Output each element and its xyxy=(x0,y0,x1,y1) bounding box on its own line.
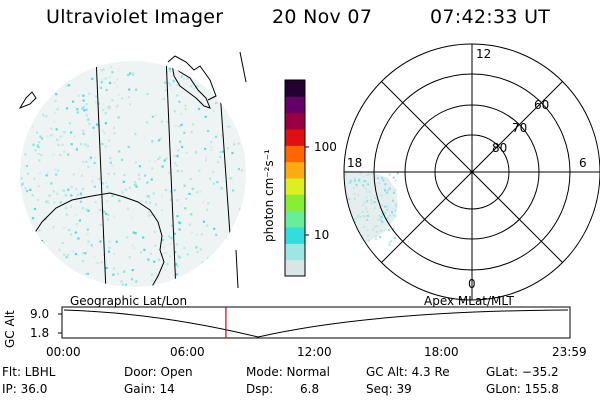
mlat-label-60: 60 xyxy=(534,98,550,112)
mlt-label-12: 12 xyxy=(476,47,492,61)
colorbar-band xyxy=(285,129,305,146)
timeline-frame xyxy=(61,306,571,339)
timeline-xtick-2359: 23:59 xyxy=(552,345,587,359)
geographic-caption: Geographic Lat/Lon xyxy=(70,294,188,308)
colorbar-band xyxy=(285,194,305,212)
mode-info: Mode: Normal xyxy=(246,365,330,379)
timeline-ytick-9: 9.0 xyxy=(30,307,50,321)
colorbar-band xyxy=(285,112,305,130)
colorbar-band xyxy=(285,210,305,228)
timeline-ticks xyxy=(58,313,62,334)
glat-info: GLat: −35.2 xyxy=(486,365,559,379)
dsp-label: Dsp: xyxy=(246,382,274,396)
colorbar-band xyxy=(285,259,305,277)
timeline-xtick-0600: 06:00 xyxy=(170,345,205,359)
observation-date: 20 Nov 07 xyxy=(272,6,373,28)
timeline-xtick-0000: 00:00 xyxy=(46,345,81,359)
mlt-label-6: 6 xyxy=(579,156,587,170)
colorbar-band xyxy=(285,227,305,244)
gc-alt-info: GC Alt: 4.3 Re xyxy=(366,365,450,379)
seq-info: Seq: 39 xyxy=(366,382,412,396)
colorbar-band xyxy=(285,96,305,114)
offdisk-coastlines xyxy=(18,51,247,289)
colorbar-band xyxy=(285,145,305,163)
polar-grid xyxy=(343,43,600,301)
timeline-ytick-1-8: 1.8 xyxy=(30,326,50,340)
dsp-value: 6.8 xyxy=(300,382,320,396)
colorbar-band xyxy=(285,243,305,261)
altitude-curve xyxy=(63,309,569,338)
geographic-image-disk xyxy=(20,61,246,287)
mlt-label-0: 0 xyxy=(468,277,476,291)
auroral-emission-pixels xyxy=(20,65,243,286)
door-info: Door: Open xyxy=(124,365,193,379)
colorbar-band xyxy=(285,80,305,97)
ip-info: IP: 36.0 xyxy=(2,382,48,396)
instrument-title: Ultraviolet Imager xyxy=(46,6,224,28)
mlat-label-80: 80 xyxy=(492,141,508,155)
colorbar-tick-100: 100 xyxy=(314,140,337,154)
mlt-label-18: 18 xyxy=(347,156,363,170)
colorbar-band xyxy=(285,161,305,179)
observation-time: 07:42:33 UT xyxy=(430,6,551,28)
timeline-xtick-1800: 18:00 xyxy=(424,345,459,359)
apex-caption: Apex MLat/MLT xyxy=(424,294,514,308)
timeline-axis-label: GC Alt xyxy=(3,310,17,348)
colorbar-tick-10: 10 xyxy=(314,228,330,242)
filter-info: Flt: LBHL xyxy=(2,365,56,379)
glon-info: GLon: 155.8 xyxy=(486,382,559,396)
gain-info: Gain: 14 xyxy=(124,382,175,396)
timeline-xtick-1200: 12:00 xyxy=(297,345,332,359)
colorbar-band xyxy=(285,178,305,195)
colorbar xyxy=(284,79,309,277)
mlat-label-70: 70 xyxy=(512,121,528,135)
